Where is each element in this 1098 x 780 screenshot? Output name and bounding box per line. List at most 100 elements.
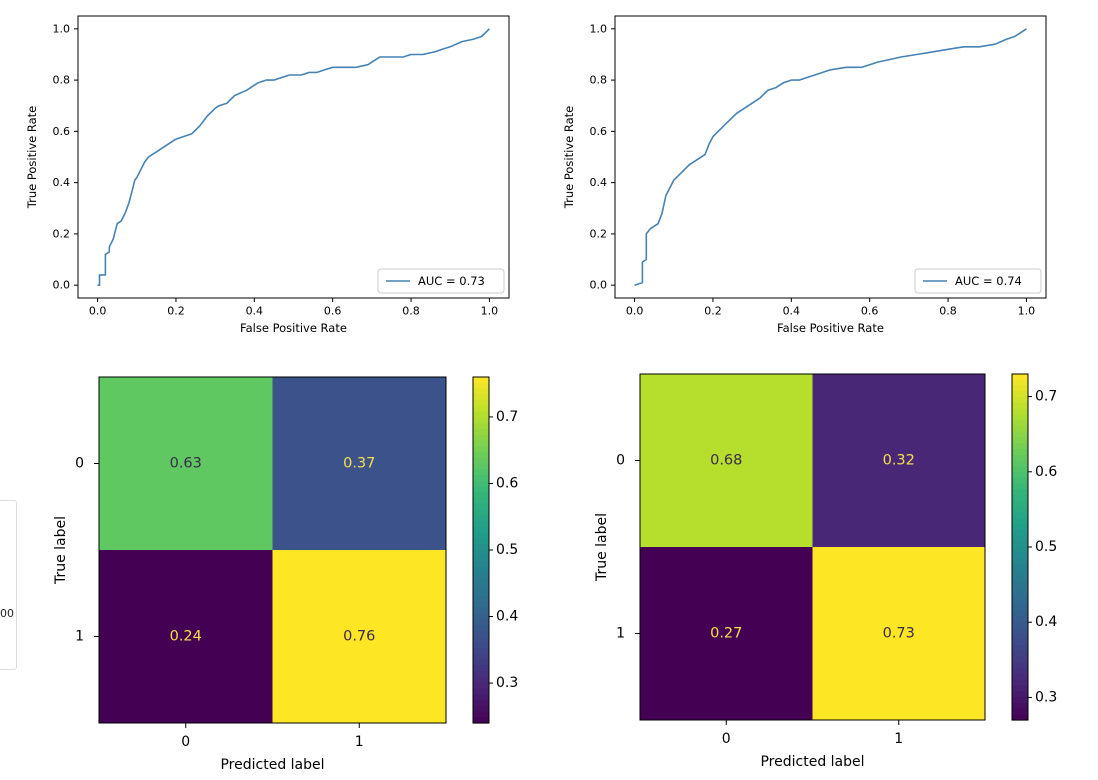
cm1-colorbar-tick-label: 0.5 — [496, 542, 518, 558]
roc1-y-tick-label: 0.8 — [53, 74, 71, 87]
side-panel-text: 00 — [0, 607, 14, 620]
cm2-colorbar-segment — [1012, 645, 1028, 652]
cm2-colorbar-segment — [1012, 448, 1028, 456]
cm1-colorbar-segment — [473, 642, 489, 649]
cm1-cell-value-1-1: 0.76 — [343, 629, 375, 645]
cm2-colorbar-segment — [1012, 477, 1028, 485]
cm2-colorbar-segment — [1012, 466, 1028, 473]
cm1-colorbar-segment — [473, 463, 489, 470]
cm1-cell-1-1 — [272, 550, 446, 723]
cm1-colorbar-segment — [473, 636, 489, 643]
cm1-colorbar-segment — [473, 573, 489, 580]
cm1-colorbar-segment — [473, 526, 489, 534]
cm2-cell-value-0-0: 0.68 — [710, 453, 742, 469]
cm1-colorbar-segment — [473, 711, 489, 718]
cm1-colorbar-segment — [473, 705, 489, 713]
cm2-colorbar-segment — [1012, 374, 1028, 381]
cm2-colorbar-segment — [1012, 529, 1028, 537]
roc2-y-tick-label: 0.6 — [590, 125, 608, 138]
roc2-x-axis-label: False Positive Rate — [777, 321, 884, 335]
cm2-colorbar-tick-label: 0.5 — [1035, 539, 1057, 555]
cm1-matrix-frame — [98, 376, 447, 724]
cm1-colorbar-segment — [473, 630, 489, 638]
roc2-legend-box — [914, 268, 1042, 294]
cm2-colorbar-segment — [1012, 512, 1028, 519]
cm2-colorbar-segment — [1012, 662, 1028, 669]
cm2-colorbar-segment — [1012, 500, 1028, 508]
cm1-colorbar-segment — [473, 475, 489, 482]
cm2-colorbar-segment — [1012, 397, 1028, 404]
cm2-colorbar-segment — [1012, 443, 1028, 450]
cm2-colorbar-tick-label: 0.6 — [1035, 464, 1057, 480]
roc1-y-tick-label: 0.2 — [53, 227, 71, 240]
cm1-colorbar-segment — [473, 648, 489, 655]
cm1-colorbar-segment — [473, 550, 489, 557]
cm2-colorbar-segment — [1012, 593, 1028, 600]
cm2-colorbar-segment — [1012, 627, 1028, 635]
cm2-matrix-frame — [639, 373, 986, 721]
cm1-colorbar-segment — [473, 451, 489, 459]
roc2-y-tick-label: 1.0 — [590, 22, 608, 35]
cm1-colorbar-segment — [473, 446, 489, 453]
cm2-colorbar-segment — [1012, 616, 1028, 623]
cm1-y-tick-label: 1 — [75, 629, 84, 645]
cm2-colorbar-segment — [1012, 547, 1028, 554]
cm1-colorbar-segment — [473, 428, 489, 436]
cm1-colorbar-segment — [473, 688, 489, 695]
cm1-cell-0-1 — [272, 377, 446, 550]
cm2-cell-0-1 — [812, 374, 985, 547]
cm2-colorbar-segment — [1012, 691, 1028, 698]
cm2-colorbar-segment — [1012, 587, 1028, 594]
cm1-colorbar-segment — [473, 469, 489, 476]
cm1-colorbar-segment — [473, 405, 489, 413]
cm2-colorbar-segment — [1012, 431, 1028, 439]
cm1-x-tick-label: 1 — [355, 734, 364, 750]
cm1-colorbar-segment — [473, 394, 489, 401]
cm2-colorbar-segment — [1012, 460, 1028, 467]
cm2-colorbar-segment — [1012, 673, 1028, 681]
cm2-colorbar-segment — [1012, 483, 1028, 490]
cm1-colorbar-segment — [473, 665, 489, 672]
roc1-x-tick-label: 0.0 — [89, 305, 107, 318]
cm1-colorbar-segment — [473, 601, 489, 609]
cm1-colorbar-segment — [473, 613, 489, 620]
roc2-x-tick-label: 0.8 — [939, 305, 957, 318]
cm1-colorbar-segment — [473, 567, 489, 574]
cm1-colorbar-segment — [473, 411, 489, 418]
cm2-colorbar-segment — [1012, 564, 1028, 571]
cm1-cell-value-1-0: 0.24 — [170, 629, 202, 645]
cm2-colorbar-segment — [1012, 408, 1028, 415]
cm1-colorbar-segment — [473, 382, 489, 390]
roc1-legend-label: AUC = 0.73 — [418, 274, 485, 288]
cm1-colorbar-segment — [473, 521, 489, 528]
cm1-cell-1-0 — [99, 550, 273, 723]
roc1-x-tick-label: 0.4 — [246, 305, 264, 318]
cm2-colorbar-segment — [1012, 604, 1028, 612]
cm2-cell-1-0 — [640, 547, 813, 720]
cm1-colorbar-tick-label: 0.6 — [496, 475, 518, 491]
roc2-legend-label: AUC = 0.74 — [955, 274, 1022, 288]
cm1-colorbar-segment — [473, 561, 489, 568]
cm2-y-tick-label: 0 — [616, 453, 625, 469]
cm1-colorbar-segment — [473, 400, 489, 407]
roc1-y-tick-label: 0.4 — [53, 176, 71, 189]
cm2-colorbar-segment — [1012, 402, 1028, 410]
cm1-x-axis-label: Predicted label — [220, 757, 324, 773]
cm2-colorbar-segment — [1012, 489, 1028, 496]
roc1-x-tick-label: 0.6 — [324, 305, 342, 318]
roc2-roc-curve-line — [634, 28, 1027, 286]
cm1-colorbar-segment — [473, 498, 489, 505]
roc2-y-tick-label: 0.4 — [590, 176, 608, 189]
cm1-colorbar-tick-label: 0.7 — [496, 409, 518, 425]
cm1-y-tick-label: 0 — [75, 456, 84, 472]
cm1-colorbar-segment — [473, 653, 489, 661]
cm2-colorbar-segment — [1012, 656, 1028, 663]
roc1-x-tick-label: 1.0 — [481, 305, 499, 318]
cm2-colorbar-segment — [1012, 714, 1028, 721]
cm1-colorbar-segment — [473, 417, 489, 424]
cm2-colorbar-segment — [1012, 570, 1028, 577]
cm1-colorbar-segment — [473, 682, 489, 689]
roc2-x-tick-label: 1.0 — [1018, 305, 1036, 318]
cm1-colorbar-segment — [473, 699, 489, 707]
cm2-colorbar-segment — [1012, 414, 1028, 421]
